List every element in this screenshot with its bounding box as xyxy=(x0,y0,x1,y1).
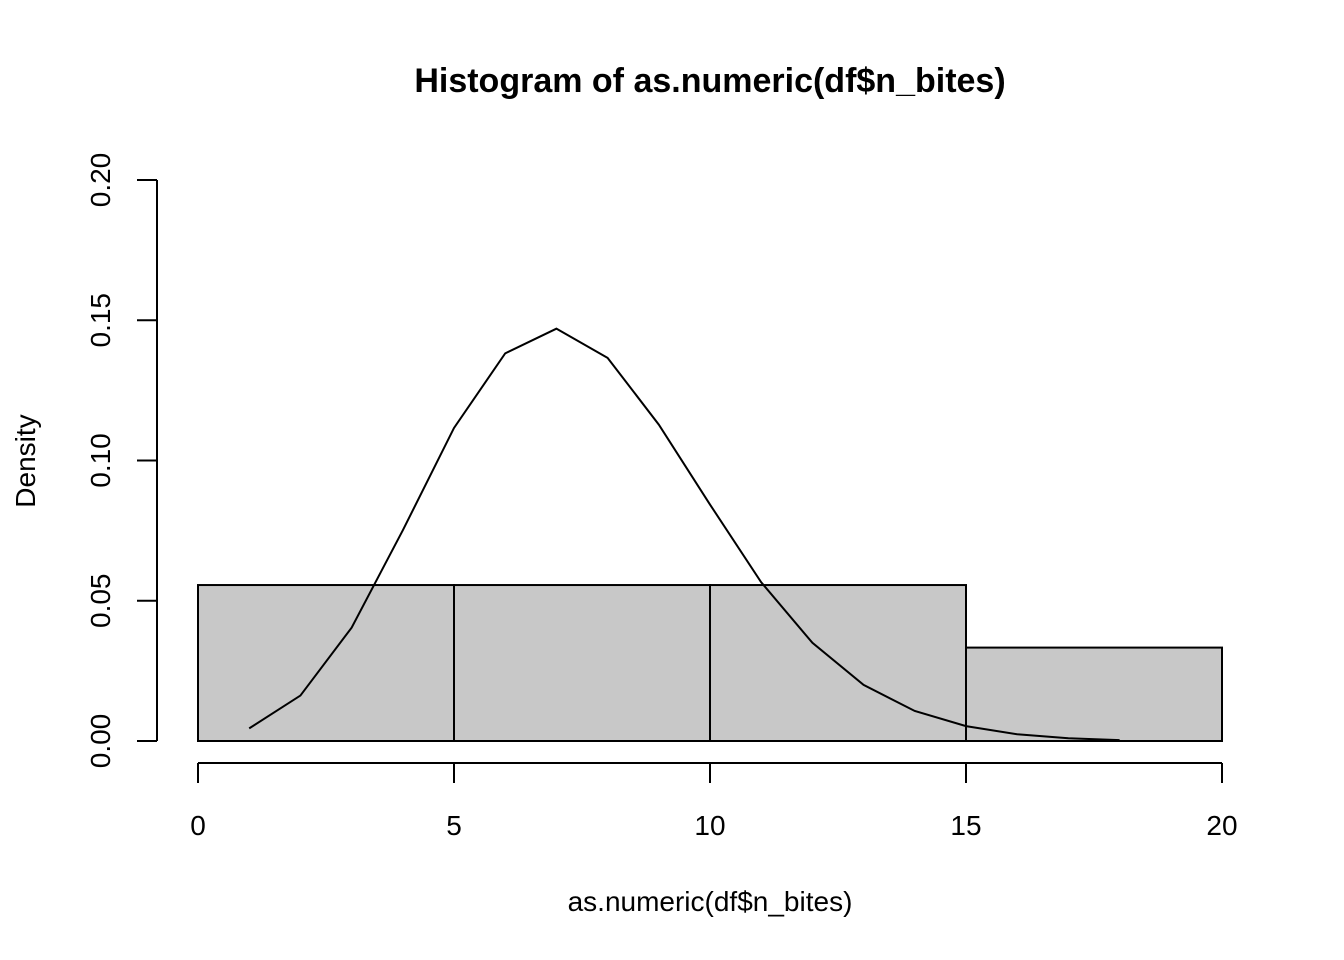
density-curve xyxy=(248,327,1120,742)
x-tick-label-4: 20 xyxy=(1206,810,1237,841)
y-tick-label-3: 0.15 xyxy=(85,293,116,348)
y-tick-label-1: 0.05 xyxy=(85,574,116,629)
y-tick-label-2: 0.10 xyxy=(85,433,116,488)
x-tick-label-0: 0 xyxy=(190,810,206,841)
x-tick-label-3: 15 xyxy=(950,810,981,841)
x-tick-label-2: 10 xyxy=(694,810,725,841)
x-axis-label: as.numeric(df$n_bites) xyxy=(568,886,853,917)
x-tick-label-1: 5 xyxy=(446,810,462,841)
histogram-bars xyxy=(197,584,1223,743)
x-axis: 0 5 10 15 20 xyxy=(190,762,1238,841)
y-axis-label: Density xyxy=(10,414,41,507)
y-tick-label-4: 0.20 xyxy=(85,153,116,208)
chart-title: Histogram of as.numeric(df$n_bites) xyxy=(414,62,1005,100)
histogram-bar-3 xyxy=(965,646,1223,743)
histogram-bar-1 xyxy=(453,584,711,742)
y-axis: 0.00 0.05 0.10 0.15 0.20 xyxy=(85,153,158,769)
y-tick-label-0: 0.00 xyxy=(85,714,116,769)
